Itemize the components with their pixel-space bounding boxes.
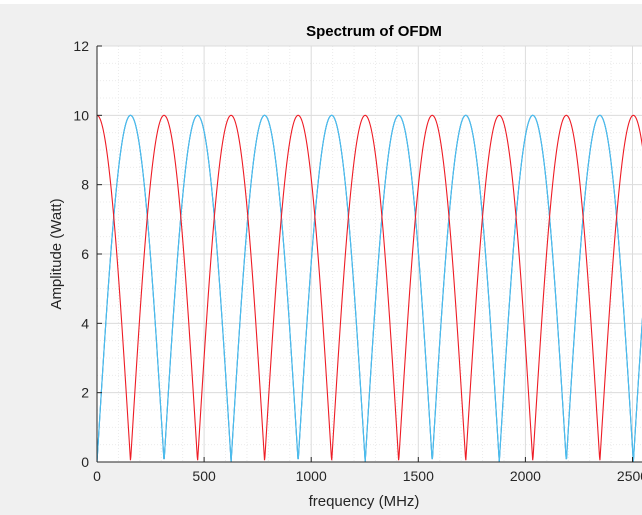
y-tick-label: 4 — [81, 315, 89, 331]
series-line-2 — [97, 114, 642, 462]
x-tick-label: 2000 — [510, 468, 541, 484]
y-tick-label: 2 — [81, 385, 89, 401]
series-layer — [97, 114, 642, 462]
x-tick-label: 500 — [192, 468, 216, 484]
x-axis-label: frequency (MHz) — [309, 493, 420, 510]
x-tick-labels: 0 500 1000 1500 2000 2500 — [93, 468, 642, 484]
y-tick-label: 0 — [81, 454, 89, 470]
y-tick-label: 12 — [73, 38, 89, 54]
x-tick-label: 1000 — [296, 468, 327, 484]
y-tick-labels: 0 2 4 6 8 10 12 — [73, 38, 89, 470]
y-tick-label: 10 — [73, 107, 89, 123]
y-tick-label: 8 — [81, 177, 89, 193]
y-axis-label: Amplitude (Watt) — [48, 198, 65, 309]
x-tick-label: 1500 — [403, 468, 434, 484]
figure-top-border — [0, 0, 642, 4]
x-tick-label: 0 — [93, 468, 101, 484]
axes-layer — [96, 45, 642, 463]
y-tick-label: 6 — [81, 246, 89, 262]
chart-title: Spectrum of OFDM — [306, 23, 442, 40]
series-line-3 — [97, 114, 642, 461]
x-tick-label: 2500 — [617, 468, 642, 484]
